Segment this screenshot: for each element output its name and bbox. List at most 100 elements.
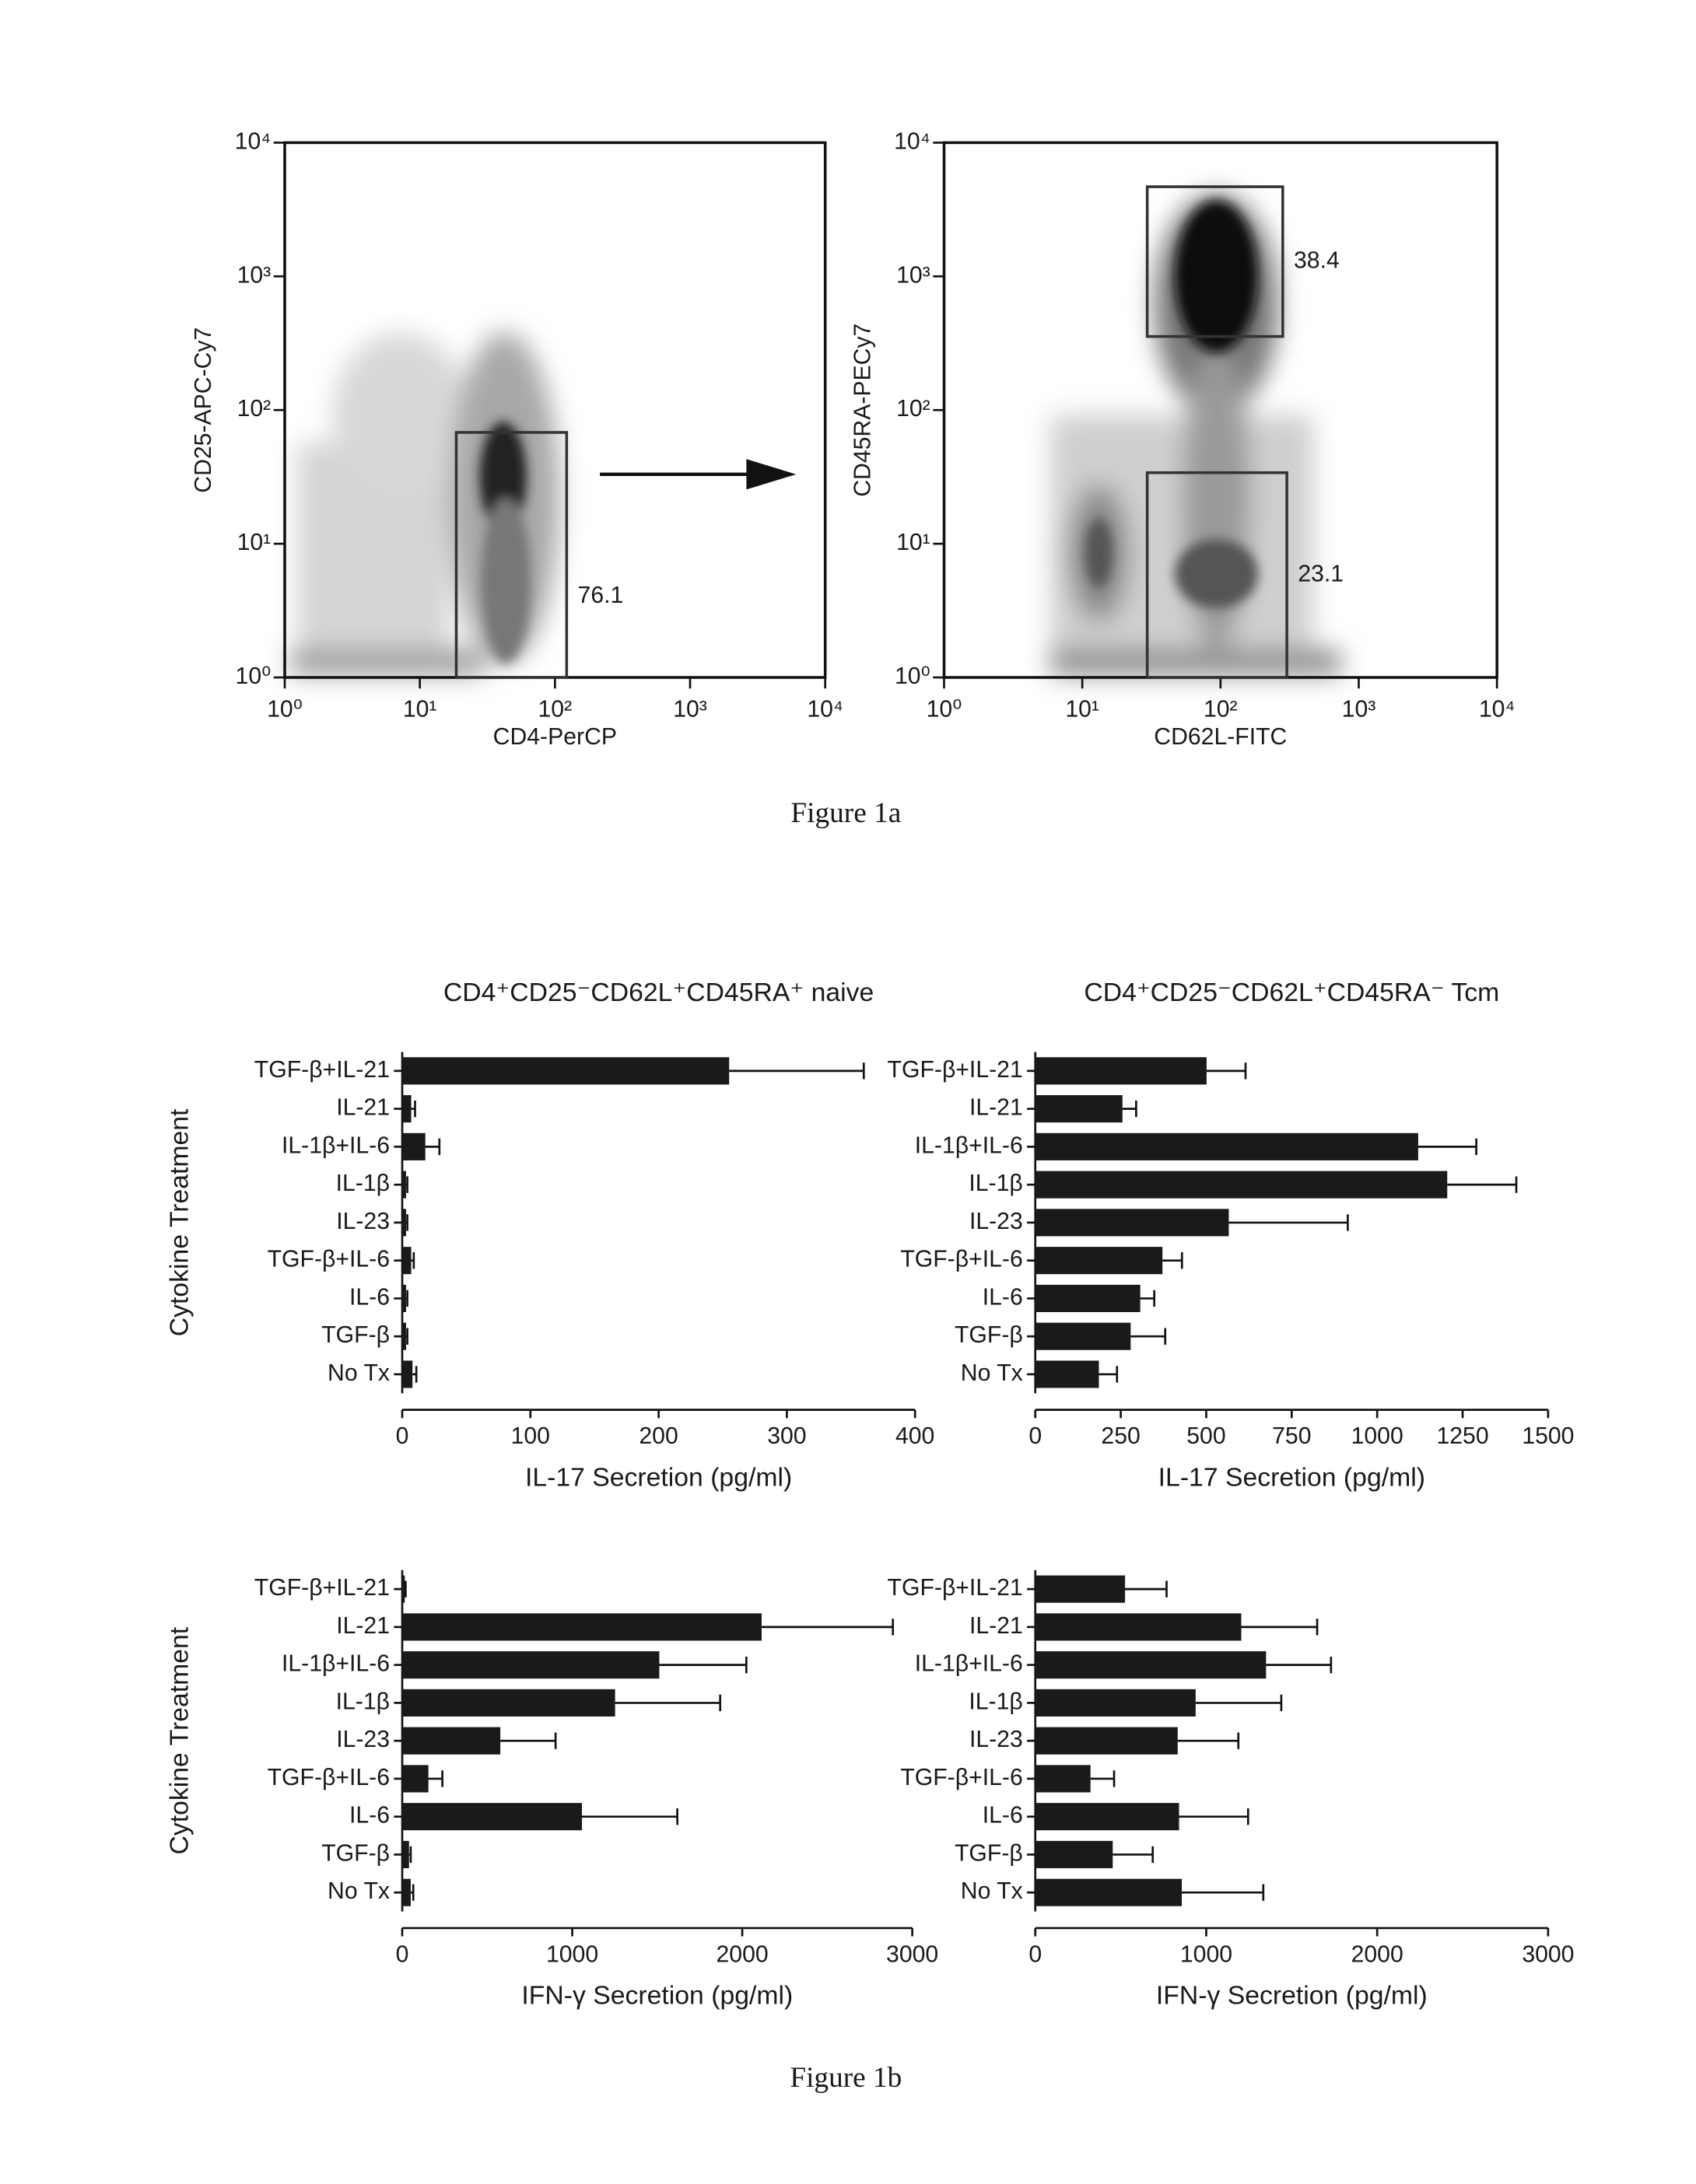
x-tick-label: 1000	[546, 1941, 598, 1967]
x-tick-label: 10²	[1204, 697, 1238, 723]
y-tick-label: IL-21	[336, 1095, 390, 1121]
x-tick-label: 1000	[1180, 1941, 1232, 1967]
y-tick-label: TGF-β+IL-21	[254, 1575, 390, 1601]
y-tick-label: No Tx	[961, 1360, 1023, 1386]
x-axis-label: CD62L-FITC	[1154, 724, 1287, 750]
y-tick-label: IL-1β+IL-6	[915, 1651, 1023, 1677]
bar	[402, 1360, 412, 1388]
y-tick-label: IL-1β+IL-6	[282, 1651, 390, 1677]
bar	[402, 1651, 659, 1678]
x-tick-label: 100	[511, 1423, 550, 1449]
chart-title: CD4⁺CD25⁻CD62L⁺CD45RA⁺ naive	[443, 978, 874, 1007]
y-tick-label: 10²	[896, 396, 930, 422]
x-tick-label: 10¹	[403, 697, 437, 723]
bar	[1035, 1171, 1448, 1199]
x-tick-label: 10⁰	[927, 697, 962, 723]
y-tick-label: 10⁰	[895, 663, 930, 689]
y-tick-label: TGF-β	[955, 1840, 1023, 1866]
x-axis-label: IL-17 Secretion (pg/ml)	[1158, 1462, 1425, 1492]
bar	[1035, 1613, 1242, 1640]
gate-percent: 23.1	[1298, 561, 1344, 586]
y-tick-label: TGF-β+IL-6	[268, 1247, 390, 1272]
y-tick-label: IL-21	[336, 1613, 390, 1639]
y-tick-label: IL-1β	[969, 1689, 1022, 1714]
bar	[402, 1133, 426, 1160]
x-tick-label: 300	[767, 1423, 806, 1449]
x-axis-label: IFN-γ Secretion (pg/ml)	[1156, 1981, 1428, 2011]
chart-title: CD4⁺CD25⁻CD62L⁺CD45RA⁻ Tcm	[1084, 978, 1499, 1007]
gate-percent: 38.4	[1294, 247, 1340, 273]
y-tick-label: TGF-β	[321, 1840, 390, 1866]
bar	[1035, 1576, 1125, 1603]
y-tick-label: IL-6	[983, 1803, 1023, 1829]
bar	[1035, 1133, 1418, 1160]
y-tick-label: IL-23	[336, 1209, 390, 1234]
x-tick-label: 2000	[1351, 1941, 1403, 1967]
y-axis-label: Cytokine Treatment	[165, 1108, 194, 1336]
bar	[402, 1209, 406, 1236]
y-tick-label: No Tx	[961, 1878, 1023, 1904]
y-tick-label: IL-1β+IL-6	[915, 1132, 1023, 1158]
x-tick-label: 2000	[717, 1941, 769, 1967]
y-tick-label: IL-6	[983, 1284, 1023, 1310]
bar	[402, 1765, 429, 1792]
x-tick-label: 3000	[886, 1941, 938, 1967]
y-tick-label: TGF-β+IL-6	[900, 1765, 1022, 1790]
y-tick-label: IL-6	[349, 1803, 390, 1829]
x-tick-label: 0	[396, 1941, 409, 1967]
x-tick-label: 10⁰	[267, 697, 303, 723]
bar	[402, 1841, 409, 1868]
y-tick-label: IL-1β	[969, 1171, 1022, 1196]
y-tick-label: TGF-β+IL-21	[888, 1057, 1023, 1083]
arrow	[600, 459, 796, 489]
x-tick-label: 10³	[673, 697, 707, 723]
x-tick-label: 10⁴	[807, 697, 843, 723]
y-tick-label: No Tx	[328, 1360, 390, 1386]
y-tick-label: IL-1β+IL-6	[282, 1132, 390, 1158]
y-tick-label: IL-23	[336, 1727, 390, 1752]
figure-caption: Figure 1a	[790, 797, 901, 829]
bar	[1035, 1057, 1207, 1084]
x-axis-label: CD4-PerCP	[493, 724, 617, 750]
bar	[1035, 1765, 1091, 1792]
y-tick-label: 10¹	[896, 530, 930, 555]
y-tick-label: TGF-β+IL-6	[900, 1247, 1022, 1272]
y-tick-label: 10⁰	[236, 663, 272, 689]
y-tick-label: 10²	[237, 396, 272, 422]
y-tick-label: 10³	[896, 262, 930, 288]
x-tick-label: 10⁴	[1479, 697, 1516, 723]
x-tick-label: 1250	[1436, 1423, 1488, 1449]
x-tick-label: 1000	[1351, 1423, 1403, 1449]
x-tick-label: 750	[1272, 1423, 1311, 1449]
figure-caption: Figure 1b	[790, 2062, 902, 2094]
bar	[402, 1689, 615, 1717]
x-axis-label: IL-17 Secretion (pg/ml)	[525, 1462, 792, 1492]
x-tick-label: 1500	[1522, 1423, 1574, 1449]
y-tick-label: 10¹	[237, 530, 272, 555]
y-tick-label: IL-23	[969, 1727, 1023, 1752]
x-tick-label: 200	[639, 1423, 678, 1449]
y-tick-label: 10⁴	[894, 128, 930, 154]
bar	[1035, 1651, 1267, 1678]
y-tick-label: No Tx	[328, 1878, 390, 1904]
density-core	[480, 422, 531, 663]
bar	[402, 1285, 406, 1312]
y-tick-label: TGF-β	[955, 1322, 1023, 1348]
bar	[1035, 1841, 1113, 1868]
y-axis-label: CD25-APC-Cy7	[191, 327, 216, 493]
bar	[402, 1576, 405, 1603]
y-tick-label: IL-23	[969, 1209, 1023, 1234]
bar	[402, 1171, 406, 1199]
y-axis-label: CD45RA-PECy7	[850, 324, 875, 497]
bar	[402, 1613, 762, 1640]
y-tick-label: TGF-β+IL-21	[254, 1057, 390, 1083]
x-tick-label: 250	[1101, 1423, 1140, 1449]
gate-percent: 76.1	[578, 583, 624, 608]
bar	[1035, 1879, 1182, 1906]
y-tick-label: IL-1β	[336, 1689, 390, 1714]
bar	[1035, 1689, 1196, 1717]
x-tick-label: 10¹	[1065, 697, 1099, 723]
bar	[402, 1247, 412, 1274]
